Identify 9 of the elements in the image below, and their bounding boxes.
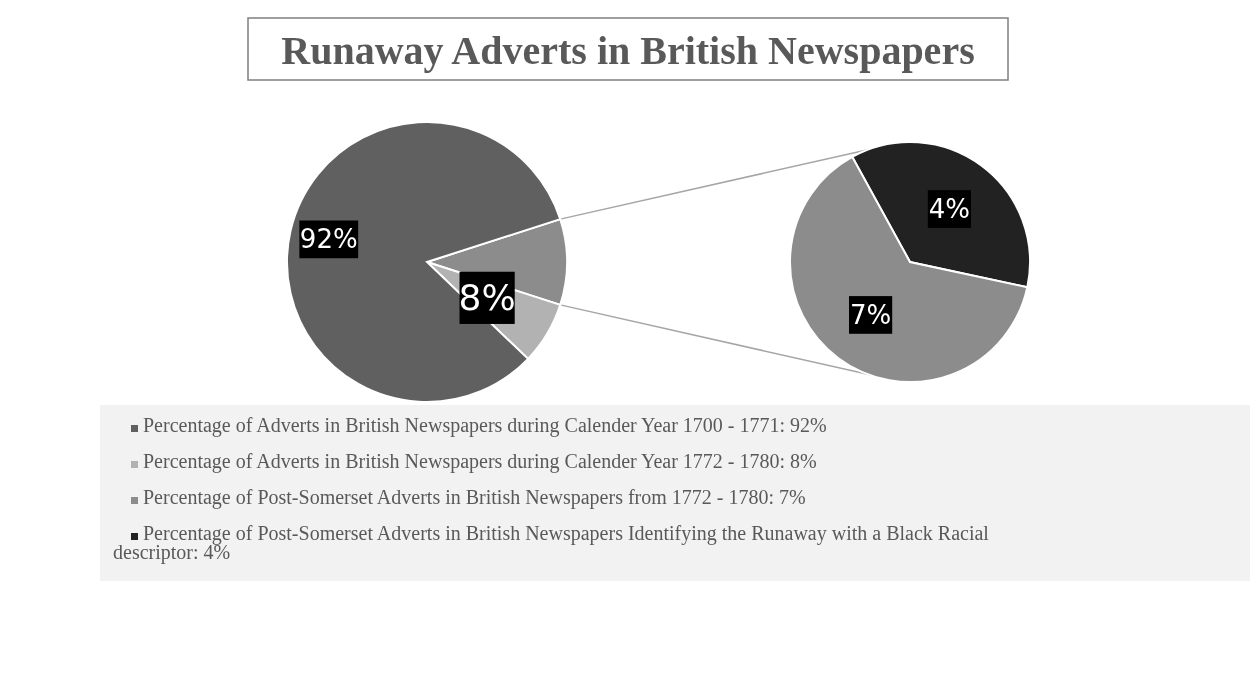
data-label: 92% bbox=[299, 224, 358, 255]
legend-label: Percentage of Adverts in British Newspapers during Calender Year 1772 - 1780: 8% bbox=[143, 450, 817, 473]
chart-title: Runaway Adverts in British Newspapers bbox=[281, 27, 975, 73]
data-label: 4% bbox=[928, 194, 971, 225]
data-label: 8% bbox=[458, 277, 516, 319]
legend-label: Percentage of Post-Somerset Adverts in British Newspapers from 1772 - 1780: 7% bbox=[143, 486, 806, 509]
legend-label: Percentage of Adverts in British Newspapers during Calender Year 1700 - 1771: 92% bbox=[143, 414, 827, 437]
data-label: 7% bbox=[849, 299, 892, 330]
legend-label: Percentage of Post-Somerset Adverts in British Newspapers Identifying the Runaway with a Black Racial descriptor: 4% bbox=[113, 522, 990, 564]
